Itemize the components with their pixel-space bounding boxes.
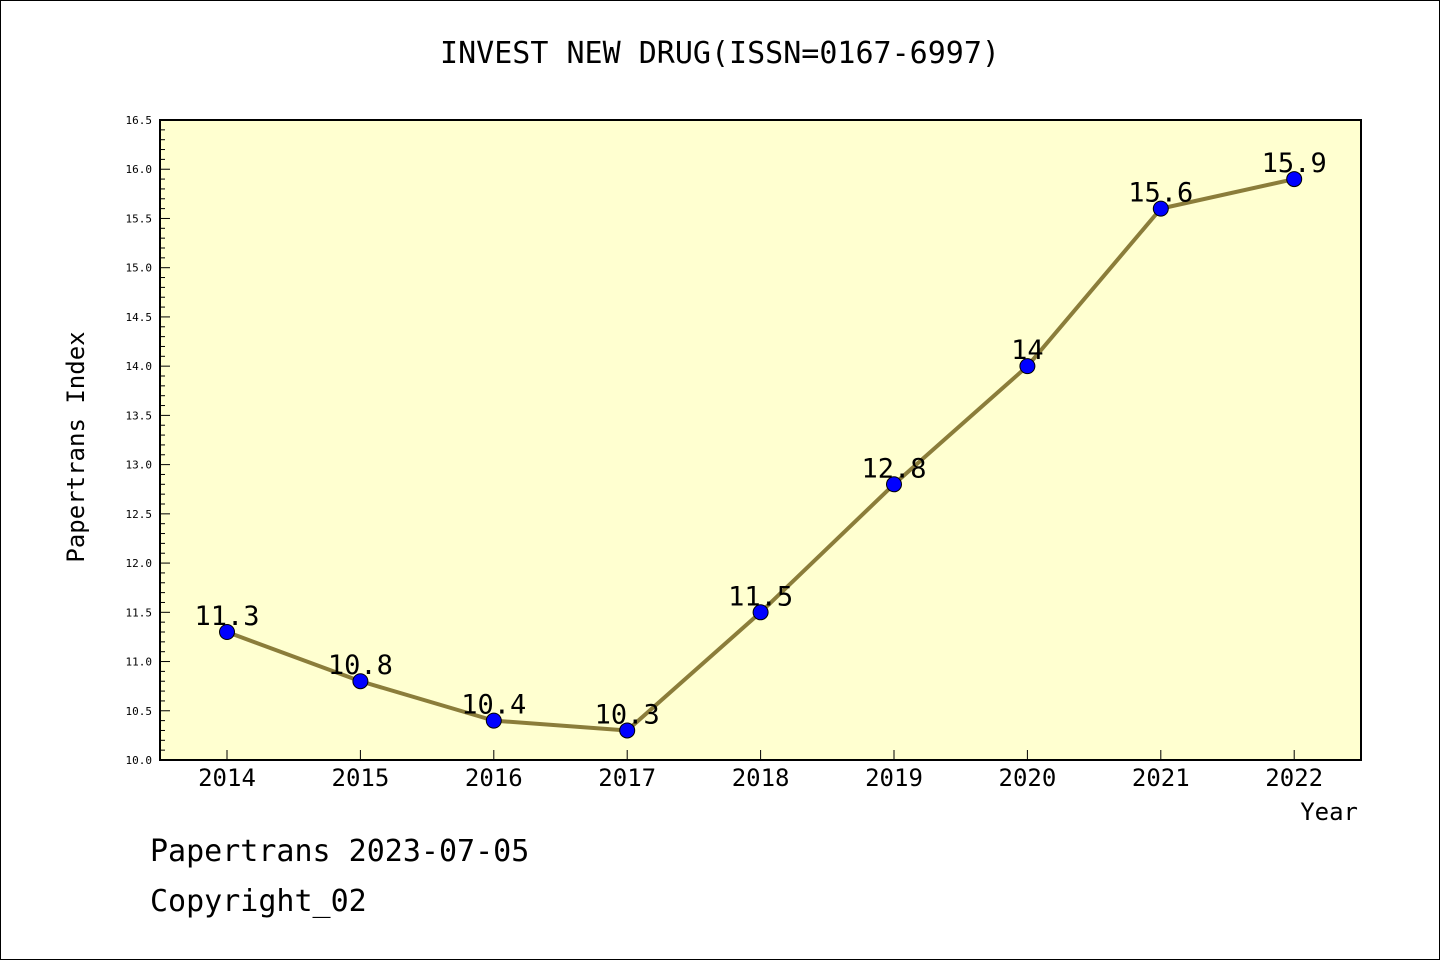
x-tick-label: 2014 [198,764,256,792]
data-point [1152,200,1169,217]
data-point [1019,358,1036,375]
data-points [219,171,1303,739]
data-labels: 11.3 10.8 10.4 10.3 11.5 12.8 14 15.6 15.9 [194,148,1326,730]
y-tick-label: 12.5 [126,508,153,521]
data-label: 11.3 [194,601,259,632]
data-label: 10.8 [328,650,393,681]
y-tick-label: 12.0 [126,557,153,570]
data-label: 10.3 [595,699,660,730]
y-tick-label: 10.0 [126,754,153,767]
plot-border [159,119,1362,761]
y-tick-label: 15.0 [126,262,153,275]
y-tick-label: 13.0 [126,459,153,472]
y-tick-label: 10.5 [126,705,153,718]
data-label: 11.5 [728,581,793,612]
x-tick-label: 2015 [332,764,390,792]
data-point [886,476,902,493]
footer-copyright: Copyright_02 [150,884,367,919]
data-label: 12.8 [861,453,926,484]
x-axis-ticks: 2014 2015 2016 2017 2018 2019 2020 2021 2022 [198,750,1323,792]
data-point [619,722,636,739]
y-tick-label: 11.0 [126,656,153,669]
y-tick-label: 14.0 [126,360,153,373]
data-point [485,712,502,729]
data-point [352,673,369,690]
y-axis-ticks: 10.0 10.5 11.0 11.5 12.0 12.5 13.0 13.5 14.0 14.5… [126,114,153,767]
x-tick-label: 2020 [999,764,1057,792]
x-tick-label: 2019 [865,764,923,792]
y-tick-label: 16.0 [126,163,153,176]
data-label: 15.9 [1262,148,1327,179]
y-tick-label: 15.5 [126,212,153,225]
chart-title: INVEST NEW DRUG(ISSN=0167-6997) [440,36,1000,71]
y-tick-label: 14.5 [126,311,153,324]
y-tick-label: 11.5 [126,606,153,619]
x-tick-label: 2018 [732,764,790,792]
data-point [752,604,769,621]
y-tick-label: 16.5 [126,114,153,127]
data-point [1286,171,1303,188]
data-label: 15.6 [1128,178,1193,209]
data-label: 14 [1011,335,1044,366]
x-tick-label: 2017 [598,764,656,792]
data-point [219,624,235,640]
plot-area [160,120,1361,760]
footer-date: Papertrans 2023-07-05 [150,834,530,869]
y-tick-label: 13.5 [126,409,153,422]
y-axis-label: Papertrans Index [62,331,90,562]
x-tick-label: 2021 [1132,764,1190,792]
x-tick-label: 2022 [1265,764,1323,792]
x-axis-label: Year [1300,798,1358,826]
data-label: 10.4 [461,690,526,721]
x-tick-label: 2016 [465,764,523,792]
